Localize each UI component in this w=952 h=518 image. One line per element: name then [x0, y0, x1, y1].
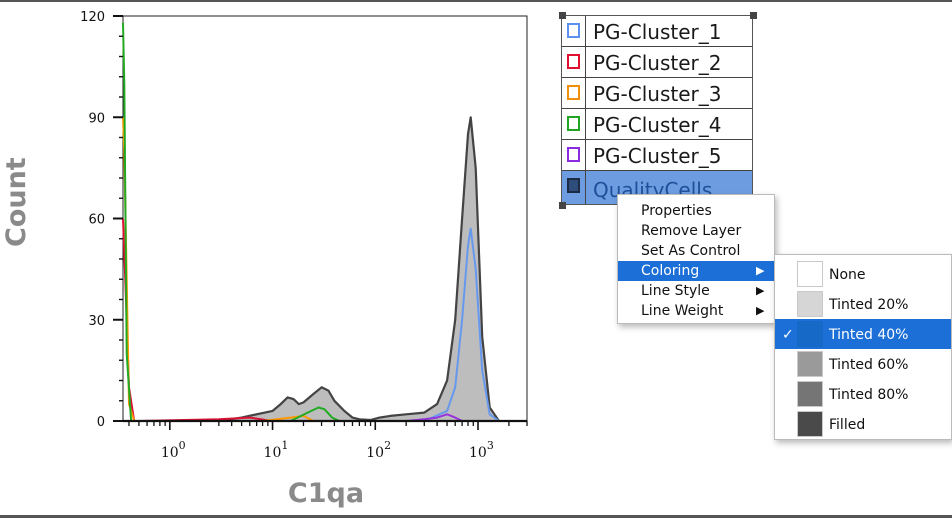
legend-swatch	[567, 147, 580, 162]
coloring-option-label: Tinted 40%	[829, 327, 909, 343]
x-tick-label: 102	[366, 439, 391, 461]
layer-context-menu: Properties Remove Layer Set As Control C…	[617, 194, 775, 324]
coloring-option-tinted-40[interactable]: ✓ Tinted 40%	[775, 319, 951, 349]
legend-swatch	[567, 178, 580, 193]
coloring-option-filled[interactable]: Filled	[775, 409, 951, 439]
resize-handle-top-left[interactable]	[559, 12, 566, 19]
legend-swatch-cell	[562, 109, 586, 139]
coloring-option-tinted-60[interactable]: Tinted 60%	[775, 349, 951, 379]
legend-swatch-cell	[562, 47, 586, 77]
legend[interactable]: PG-Cluster_1 PG-Cluster_2 PG-Cluster_3 P…	[561, 15, 753, 205]
menu-item-remove-layer[interactable]: Remove Layer	[618, 221, 774, 241]
legend-swatch	[567, 54, 580, 69]
legend-swatch-cell	[562, 16, 586, 46]
coloring-submenu: None Tinted 20% ✓ Tinted 40% Tinted 60% …	[774, 254, 952, 440]
series-area-qualitycells	[218, 117, 500, 422]
color-swatch-icon	[797, 411, 823, 437]
legend-label: PG-Cluster_4	[593, 113, 722, 137]
menu-item-label: Line Weight	[641, 303, 724, 319]
coloring-option-label: None	[829, 267, 866, 283]
legend-item-pg-cluster-2[interactable]: PG-Cluster_2	[562, 47, 752, 78]
legend-swatch-cell	[562, 78, 586, 108]
coloring-option-label: Tinted 60%	[829, 357, 909, 373]
legend-item-pg-cluster-3[interactable]: PG-Cluster_3	[562, 78, 752, 109]
y-tick-label: 60	[88, 213, 105, 228]
legend-label: PG-Cluster_5	[593, 144, 722, 168]
legend-swatch	[567, 85, 580, 100]
y-tick-label: 90	[88, 111, 105, 126]
x-axis-label: C1qa	[287, 478, 365, 509]
menu-item-label: Properties	[641, 203, 712, 219]
series-line-qualitycells	[218, 116, 500, 423]
y-tick-label: 30	[88, 314, 105, 329]
menu-item-properties[interactable]: Properties	[618, 201, 774, 221]
menu-item-label: Line Style	[641, 283, 710, 299]
menu-item-coloring[interactable]: Coloring ▶	[618, 261, 774, 281]
menu-item-line-weight[interactable]: Line Weight ▶	[618, 301, 774, 321]
x-tick-label: 101	[264, 439, 289, 461]
color-swatch-icon	[797, 291, 823, 317]
legend-label: PG-Cluster_1	[593, 20, 722, 44]
coloring-option-none[interactable]: None	[775, 259, 951, 289]
submenu-arrow-icon: ▶	[756, 264, 765, 277]
legend-label: PG-Cluster_2	[593, 51, 722, 75]
x-tick-label: 103	[469, 439, 494, 461]
legend-label: PG-Cluster_3	[593, 82, 722, 106]
legend-item-pg-cluster-5[interactable]: PG-Cluster_5	[562, 140, 752, 171]
window-top-border	[0, 0, 952, 2]
color-swatch-icon	[797, 381, 823, 407]
legend-swatch-cell	[562, 171, 586, 204]
submenu-arrow-icon: ▶	[756, 284, 765, 297]
axis-layer: 0 30 60 90 120 100 101 102 103	[80, 10, 528, 461]
y-tick-label: 0	[97, 415, 105, 430]
y-tick-label: 120	[80, 10, 105, 25]
legend-item-pg-cluster-1[interactable]: PG-Cluster_1	[562, 16, 752, 47]
coloring-option-label: Filled	[829, 417, 866, 433]
color-swatch-icon	[797, 351, 823, 377]
y-axis-label: Count	[1, 157, 32, 247]
submenu-arrow-icon: ▶	[756, 304, 765, 317]
menu-item-line-style[interactable]: Line Style ▶	[618, 281, 774, 301]
coloring-option-label: Tinted 20%	[829, 297, 909, 313]
series-line-pg-cluster-1	[423, 227, 500, 422]
menu-item-label: Remove Layer	[641, 223, 742, 239]
menu-item-set-as-control[interactable]: Set As Control	[618, 241, 774, 261]
menu-item-label: Set As Control	[641, 243, 741, 259]
series-line-pg-cluster-5	[406, 413, 463, 422]
legend-swatch	[567, 116, 580, 131]
legend-item-pg-cluster-4[interactable]: PG-Cluster_4	[562, 109, 752, 140]
window-bottom-border	[0, 515, 952, 518]
coloring-option-label: Tinted 80%	[829, 387, 909, 403]
menu-item-label: Coloring	[641, 263, 700, 279]
x-tick-label: 100	[161, 439, 186, 461]
color-swatch-icon	[797, 321, 823, 347]
coloring-option-tinted-20[interactable]: Tinted 20%	[775, 289, 951, 319]
legend-swatch-cell	[562, 140, 586, 170]
legend-swatch	[567, 23, 580, 38]
checkmark-icon: ✓	[782, 327, 794, 343]
resize-handle-top-right[interactable]	[750, 12, 757, 19]
resize-handle-bottom-left[interactable]	[559, 202, 566, 209]
coloring-option-tinted-80[interactable]: Tinted 80%	[775, 379, 951, 409]
color-swatch-icon	[797, 261, 823, 287]
